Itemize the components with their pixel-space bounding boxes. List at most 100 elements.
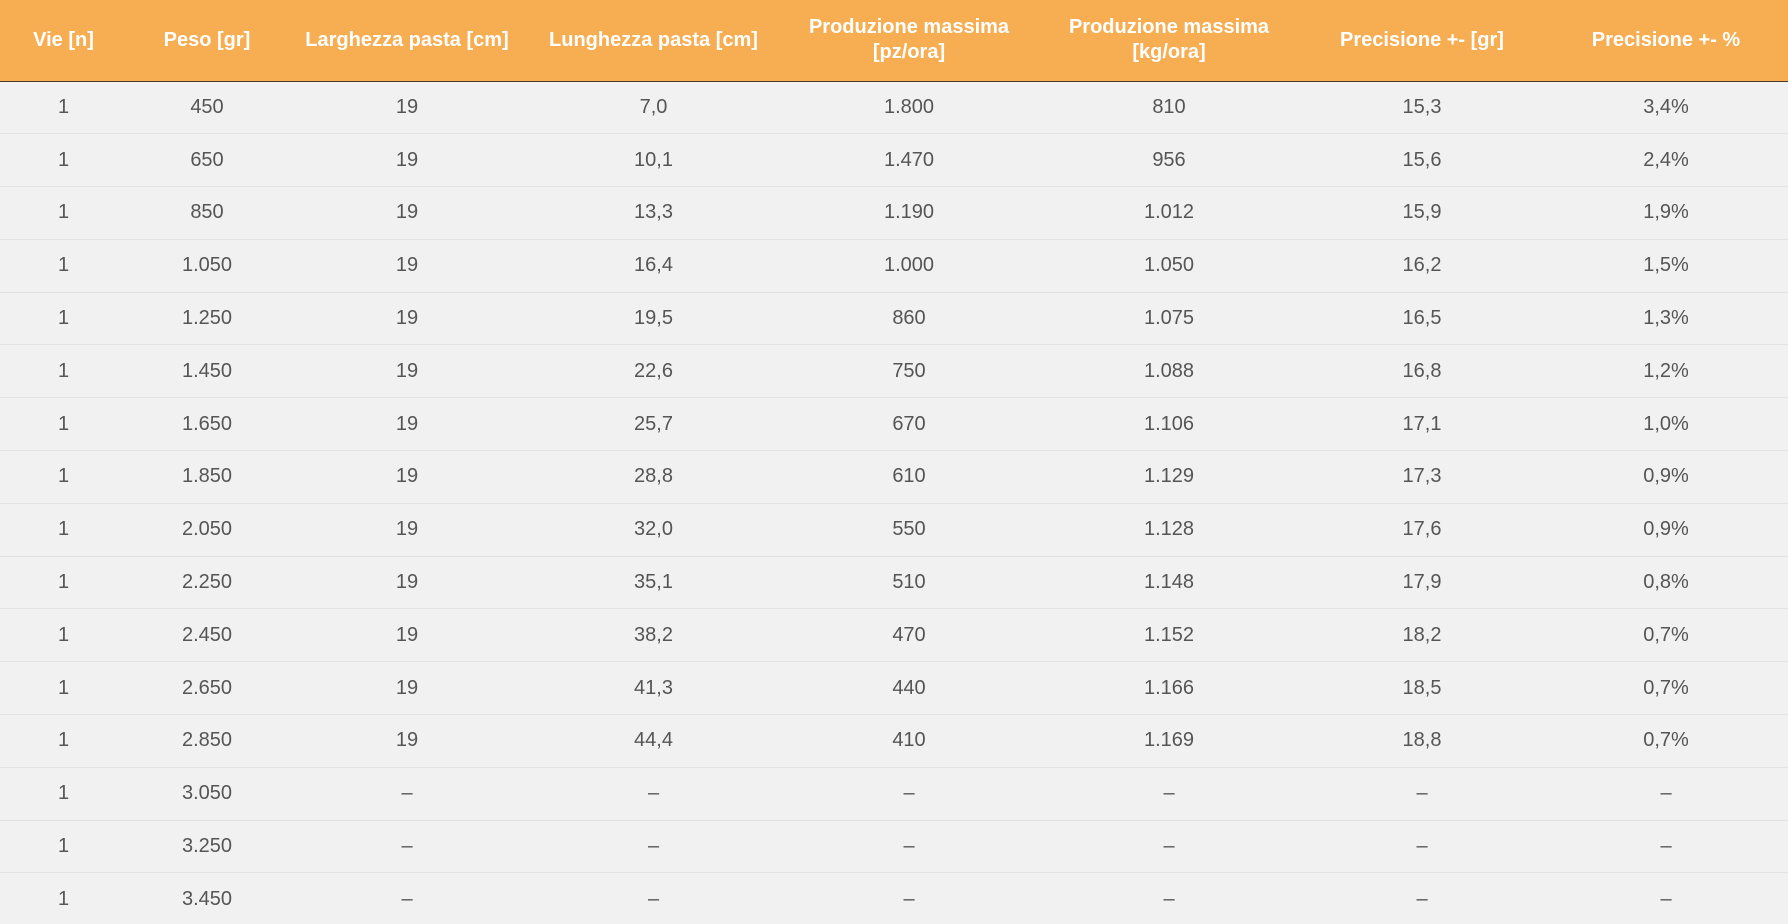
table-row: 1 2.450 19 38,2 470 1.152 18,2 0,7%	[0, 608, 1788, 663]
column-header-peso: Peso [gr]	[127, 0, 287, 82]
cell-peso: 3.050	[127, 767, 287, 821]
cell-larghezza: –	[287, 767, 527, 821]
column-header-precisione-percent: Precisione +- %	[1544, 0, 1788, 82]
cell-lunghezza: 10,1	[527, 133, 780, 188]
cell-larghezza: 19	[287, 661, 527, 716]
cell-lunghezza: 38,2	[527, 608, 780, 663]
cell-larghezza: 19	[287, 186, 527, 240]
cell-produzione-kg: 1.050	[1038, 239, 1300, 293]
cell-lunghezza: 19,5	[527, 292, 780, 346]
table-row: 1 2.650 19 41,3 440 1.166 18,5 0,7%	[0, 661, 1788, 716]
cell-produzione-kg: 1.169	[1038, 714, 1300, 768]
cell-larghezza: 19	[287, 292, 527, 346]
table-row: 1 1.450 19 22,6 750 1.088 16,8 1,2%	[0, 344, 1788, 399]
cell-peso: 2.250	[127, 556, 287, 610]
cell-larghezza: 19	[287, 239, 527, 293]
cell-peso: 650	[127, 133, 287, 188]
cell-vie: 1	[0, 556, 127, 610]
cell-produzione-kg: –	[1163, 888, 1175, 911]
cell-larghezza: 19	[287, 133, 527, 188]
cell-peso: 3.450	[181, 888, 233, 911]
table-row: 1 3.250– – – – – –	[0, 820, 1788, 874]
cell-precisione-percent: 0,8%	[1544, 556, 1788, 610]
cell-produzione-pz: 510	[780, 556, 1038, 610]
cell-peso: 450	[127, 81, 287, 135]
cell-vie: 1	[0, 714, 127, 768]
cell-vie: 1	[0, 186, 127, 240]
cell-peso: 1.450	[127, 344, 287, 399]
cell-lunghezza: 16,4	[527, 239, 780, 293]
cell-peso: 2.650	[127, 661, 287, 716]
cell-produzione-pz: 750	[780, 344, 1038, 399]
cell-produzione-pz: 1.190	[780, 186, 1038, 240]
cell-produzione-kg: 956	[1038, 133, 1300, 188]
cell-vie: 1	[0, 820, 127, 874]
cell-larghezza: 19	[287, 556, 527, 610]
cell-precisione-gr: 17,3	[1300, 450, 1544, 504]
cell-precisione-gr: 18,5	[1300, 661, 1544, 716]
table-body: 1 450 19 7,0 1.800 810 15,3 3,4% 1 650 19 10,1 1.470…	[0, 81, 1788, 924]
header-row: Vie [n] Peso [gr] Larghezza pasta [cm] L…	[0, 0, 1788, 82]
cell-produzione-kg: 1.152	[1038, 608, 1300, 663]
cell-produzione-pz: 1.000	[780, 239, 1038, 293]
cell-precisione-gr: –	[1416, 888, 1428, 911]
cell-lunghezza: 32,0	[527, 503, 780, 557]
cell-precisione-percent: 1,5%	[1544, 239, 1788, 293]
cell-precisione-gr: –	[1300, 767, 1544, 821]
cell-produzione-kg: 1.166	[1038, 661, 1300, 716]
cell-lunghezza: 35,1	[527, 556, 780, 610]
cell-precisione-gr: 15,3	[1300, 81, 1544, 135]
cell-peso: 2.050	[127, 503, 287, 557]
cell-peso: 2.450	[127, 608, 287, 663]
cell-precisione-percent: 0,7%	[1544, 608, 1788, 663]
cell-vie: 1	[0, 344, 127, 399]
table-row: 1 1.050 19 16,4 1.000 1.050 16,2 1,5%	[0, 239, 1788, 293]
cell-larghezza: 19	[287, 81, 527, 135]
cell-vie: 1	[0, 767, 127, 821]
cell-precisione-percent: 0,9%	[1544, 450, 1788, 504]
cell-produzione-pz: 860	[780, 292, 1038, 346]
cell-lunghezza: –	[527, 820, 780, 874]
cell-produzione-pz: 410	[780, 714, 1038, 768]
cell-lunghezza: 7,0	[527, 81, 780, 135]
cell-produzione-kg: –	[1038, 767, 1300, 821]
column-header-lunghezza-pasta: Lunghezza pasta [cm]	[527, 0, 780, 82]
cell-precisione-gr: 18,8	[1300, 714, 1544, 768]
cell-precisione-gr: 15,6	[1300, 133, 1544, 188]
cell-produzione-kg: 810	[1038, 81, 1300, 135]
cell-precisione-percent: 0,9%	[1544, 503, 1788, 557]
table-row: 1 2.050 19 32,0 550 1.128 17,6 0,9%	[0, 503, 1788, 557]
cell-produzione-kg: 1.106	[1038, 397, 1300, 452]
cell-produzione-pz: 610	[780, 450, 1038, 504]
table-row: 1 2.850 19 44,4 410 1.169 18,8 0,7%	[0, 714, 1788, 768]
cell-vie: 1	[0, 397, 127, 452]
cell-precisione-gr: 15,9	[1300, 186, 1544, 240]
cell-vie: 1	[57, 888, 70, 911]
cell-larghezza: 19	[287, 714, 527, 768]
cell-precisione-percent: 3,4%	[1544, 81, 1788, 135]
cell-larghezza: 19	[287, 503, 527, 557]
cell-produzione-kg: –	[1038, 820, 1300, 874]
cell-precisione-gr: 18,2	[1300, 608, 1544, 663]
cell-produzione-kg: 1.148	[1038, 556, 1300, 610]
cell-lunghezza: –	[527, 767, 780, 821]
cell-precisione-gr: 16,8	[1300, 344, 1544, 399]
cell-peso: 2.850	[127, 714, 287, 768]
cell-precisione-percent: –	[1660, 888, 1672, 911]
column-header-precisione-gr: Precisione +- [gr]	[1300, 0, 1544, 82]
table-row: 1 2.250 19 35,1 510 1.148 17,9 0,8%	[0, 556, 1788, 610]
cell-precisione-percent: –	[1544, 767, 1788, 821]
cell-lunghezza: 44,4	[527, 714, 780, 768]
cell-vie: 1	[0, 81, 127, 135]
cell-precisione-gr: –	[1300, 820, 1544, 874]
cell-produzione-pz: –	[780, 820, 1038, 874]
cell-precisione-percent: 1,9%	[1544, 186, 1788, 240]
cell-lunghezza: 41,3	[527, 661, 780, 716]
cell-peso: 850	[127, 186, 287, 240]
table-row: 1 3.450 – – – – – –	[0, 872, 1788, 924]
column-header-produzione-kg-ora: Produzione massima [kg/ora]	[1038, 0, 1300, 82]
cell-precisione-percent: 0,7%	[1544, 661, 1788, 716]
cell-produzione-kg: 1.012	[1038, 186, 1300, 240]
column-header-produzione-pz-ora: Produzione massima [pz/ora]	[780, 0, 1038, 82]
